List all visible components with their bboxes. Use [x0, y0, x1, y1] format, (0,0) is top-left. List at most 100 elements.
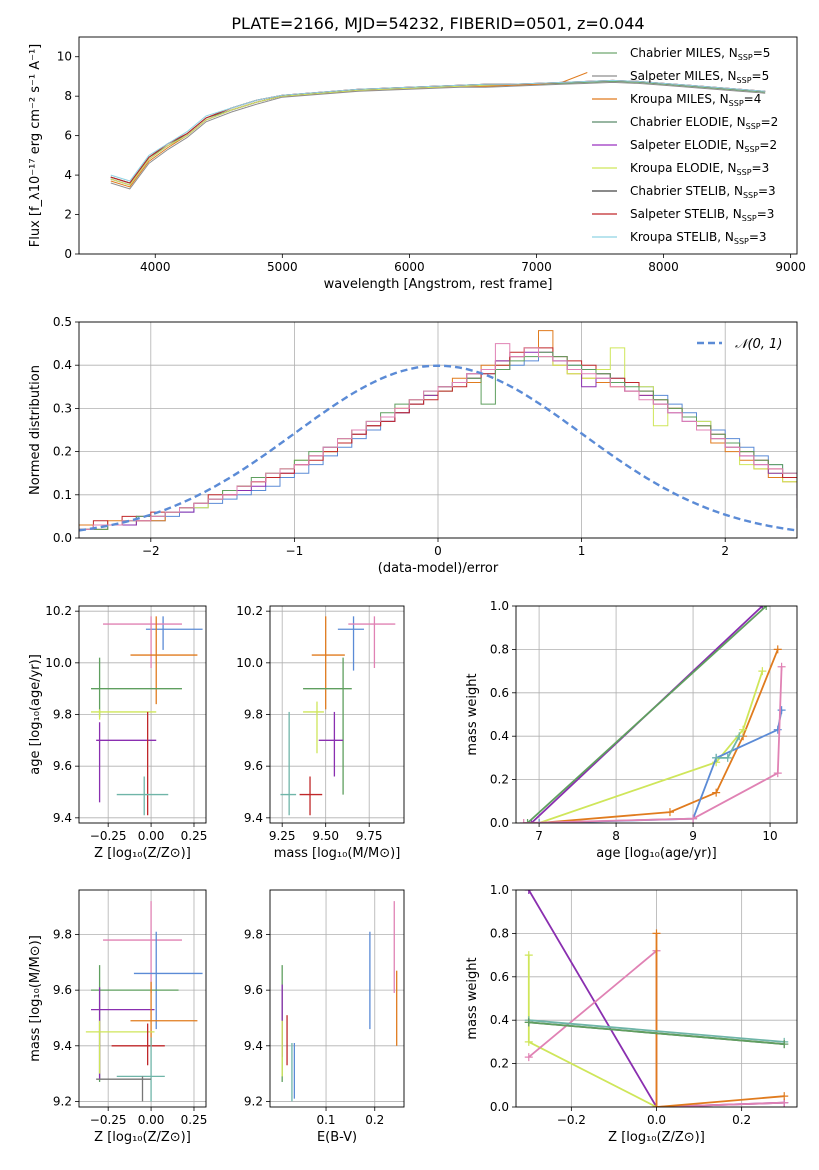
mass_vs_ebv-marks	[281, 901, 398, 1102]
weight_vs_Z-ylabel: mass weight	[465, 957, 480, 1039]
age_vs_mass-ytick-label: 10.0	[236, 656, 263, 670]
residuals-ytick-label: 0.2	[53, 445, 72, 459]
weight_vs_Z-xlabel: Z [log₁₀(Z/Z⊙)]	[608, 1130, 705, 1145]
spectrum-series-line	[110, 79, 766, 182]
weight_vs_Z-xtick-label: 0.2	[732, 1113, 751, 1127]
mass_vs_ebv-ytick-label: 9.6	[244, 983, 263, 997]
spectrum-ytick-label: 10	[57, 50, 72, 64]
spectrum-legend-label: Salpeter ELODIE, NSSP=2	[630, 138, 777, 154]
mass_vs_ebv-frame	[269, 889, 405, 1108]
weight_vs_Z-line	[655, 933, 785, 1107]
weight_vs_Z-point	[652, 929, 661, 938]
spectrum-series-line	[110, 81, 766, 190]
mass_vs_Z-xtick-label: 0.25	[181, 1113, 208, 1127]
weight_vs_age-point	[739, 725, 748, 734]
residuals-ytick-label: 0.0	[53, 531, 72, 545]
age_vs_Z-xtick-label: 0.25	[181, 829, 208, 843]
weight_vs_age-point	[689, 814, 698, 823]
age_vs_Z-marks	[91, 616, 203, 816]
weight_vs_age-ytick-label: 0.4	[490, 729, 509, 743]
age_vs_mass-xtick-label: 9.75	[356, 829, 383, 843]
mass_vs_Z-xlabel: Z [log₁₀(Z/Z⊙)]	[94, 1130, 191, 1145]
residuals-ytick-label: 0.3	[53, 401, 72, 415]
weight_vs_Z-ytick-label: 0.0	[490, 1100, 509, 1114]
weight_vs_age-point	[773, 769, 782, 778]
spectrum-legend-label: Kroupa STELIB, NSSP=3	[630, 230, 767, 246]
weight_vs_age-point	[735, 732, 744, 741]
residuals-xtick-label: −2	[142, 544, 160, 558]
weight_vs_age-ytick-label: 0.8	[490, 642, 509, 656]
spectrum-xtick-label: 6000	[394, 260, 425, 274]
age_vs_Z-ylabel: age [log₁₀(age/yr)]	[28, 654, 43, 775]
mass_vs_ebv-xlabel: E(B-V)	[317, 1130, 357, 1145]
weight_vs_age-point	[712, 753, 721, 762]
spectrum-legend-label: Kroupa ELODIE, NSSP=3	[630, 161, 769, 177]
spectrum-ytick-label: 8	[64, 89, 72, 103]
residuals-ytick-label: 0.5	[53, 315, 72, 329]
weight_vs_Z-ytick-label: 0.4	[490, 1013, 509, 1027]
normal-curve	[79, 364, 797, 532]
spectrum-xlabel: wavelength [Angstrom, rest frame]	[324, 277, 553, 292]
weight_vs_age-point	[773, 645, 782, 654]
spectrum-legend-label: Chabrier MILES, NSSP=5	[630, 46, 770, 62]
weight_vs_age-point	[762, 606, 771, 610]
age_vs_Z-xtick-label: −0.25	[90, 829, 127, 843]
weight_vs_Z-point	[780, 1092, 789, 1101]
spectrum-legend-label: Kroupa MILES, NSSP=4	[630, 92, 761, 108]
weight_vs_age-ytick-label: 0.6	[490, 686, 509, 700]
weight_vs_Z-line	[528, 1021, 785, 1045]
weight_vs_age-line	[538, 670, 764, 823]
spectrum-ytick-label: 0	[64, 247, 72, 261]
age_vs_mass-xtick-label: 9.50	[312, 829, 339, 843]
mass_vs_Z-ytick-label: 9.2	[53, 1094, 72, 1108]
residuals-ytick-label: 0.1	[53, 488, 72, 502]
mass_vs_ebv-ytick-label: 9.2	[244, 1094, 263, 1108]
weight_vs_age-point	[723, 753, 732, 762]
spectrum-ytick-label: 4	[64, 168, 72, 182]
spectrum-xtick-label: 5000	[267, 260, 298, 274]
age_vs_mass-xtick-label: 9.25	[269, 829, 296, 843]
weight_vs_Z-xtick-label: 0.0	[647, 1113, 666, 1127]
age_vs_Z-ytick-label: 10.2	[45, 604, 72, 618]
weight_vs_age-xtick-label: 9	[689, 829, 697, 843]
mass_vs_Z-ylabel: mass [log₁₀(M/M⊙)]	[28, 935, 43, 1062]
age_vs_mass-marks	[280, 616, 396, 816]
age_vs_Z-ytick-label: 9.4	[53, 811, 72, 825]
residuals-xtick-label: 2	[721, 544, 729, 558]
weight_vs_Z-frame	[515, 889, 798, 1108]
residual-histogram	[79, 343, 797, 538]
weight_vs_age-point	[758, 667, 767, 676]
weight_vs_Z-ytick-label: 0.8	[490, 926, 509, 940]
weight_vs_age-point	[519, 819, 528, 823]
weight_vs_Z-ytick-label: 0.6	[490, 970, 509, 984]
age_vs_mass-ytick-label: 9.4	[244, 811, 263, 825]
residuals-marks	[79, 330, 797, 538]
spectrum-xtick-label: 4000	[140, 260, 171, 274]
weight_vs_Z-marks	[524, 890, 789, 1107]
weight_vs_Z-point	[524, 1053, 533, 1062]
weight_vs_Z-point	[524, 1018, 533, 1027]
spectrum-legend-label: Salpeter MILES, NSSP=5	[630, 69, 769, 85]
weight_vs_age-ytick-label: 1.0	[490, 599, 509, 613]
age_vs_mass-ytick-label: 9.8	[244, 708, 263, 722]
weight_vs_age-marks	[519, 606, 786, 823]
spectrum-ytick-label: 6	[64, 129, 72, 143]
age_vs_mass-frame	[269, 605, 405, 824]
plot-layer: 4000 5000 6000 7000 8000 90000246810wavelengt…	[28, 36, 806, 1145]
weight_vs_Z-line	[528, 1019, 785, 1043]
residuals-ytick-label: 0.4	[53, 358, 72, 372]
age_vs_Z-ytick-label: 10.0	[45, 656, 72, 670]
mass_vs_Z-ytick-label: 9.8	[53, 928, 72, 942]
weight_vs_Z-point	[780, 1040, 789, 1049]
weight_vs_age-line	[526, 606, 767, 823]
age_vs_Z-ytick-label: 9.8	[53, 708, 72, 722]
residuals-xtick-label: 1	[578, 544, 586, 558]
weight_vs_age-line	[523, 666, 783, 823]
weight_vs_age-point	[777, 662, 786, 671]
normal-legend-label: 𝒩(0, 1)	[735, 337, 782, 352]
spectrum-ytick-label: 2	[64, 208, 72, 222]
weight_vs_Z-point	[524, 890, 533, 894]
spectrum-frame	[78, 36, 798, 255]
